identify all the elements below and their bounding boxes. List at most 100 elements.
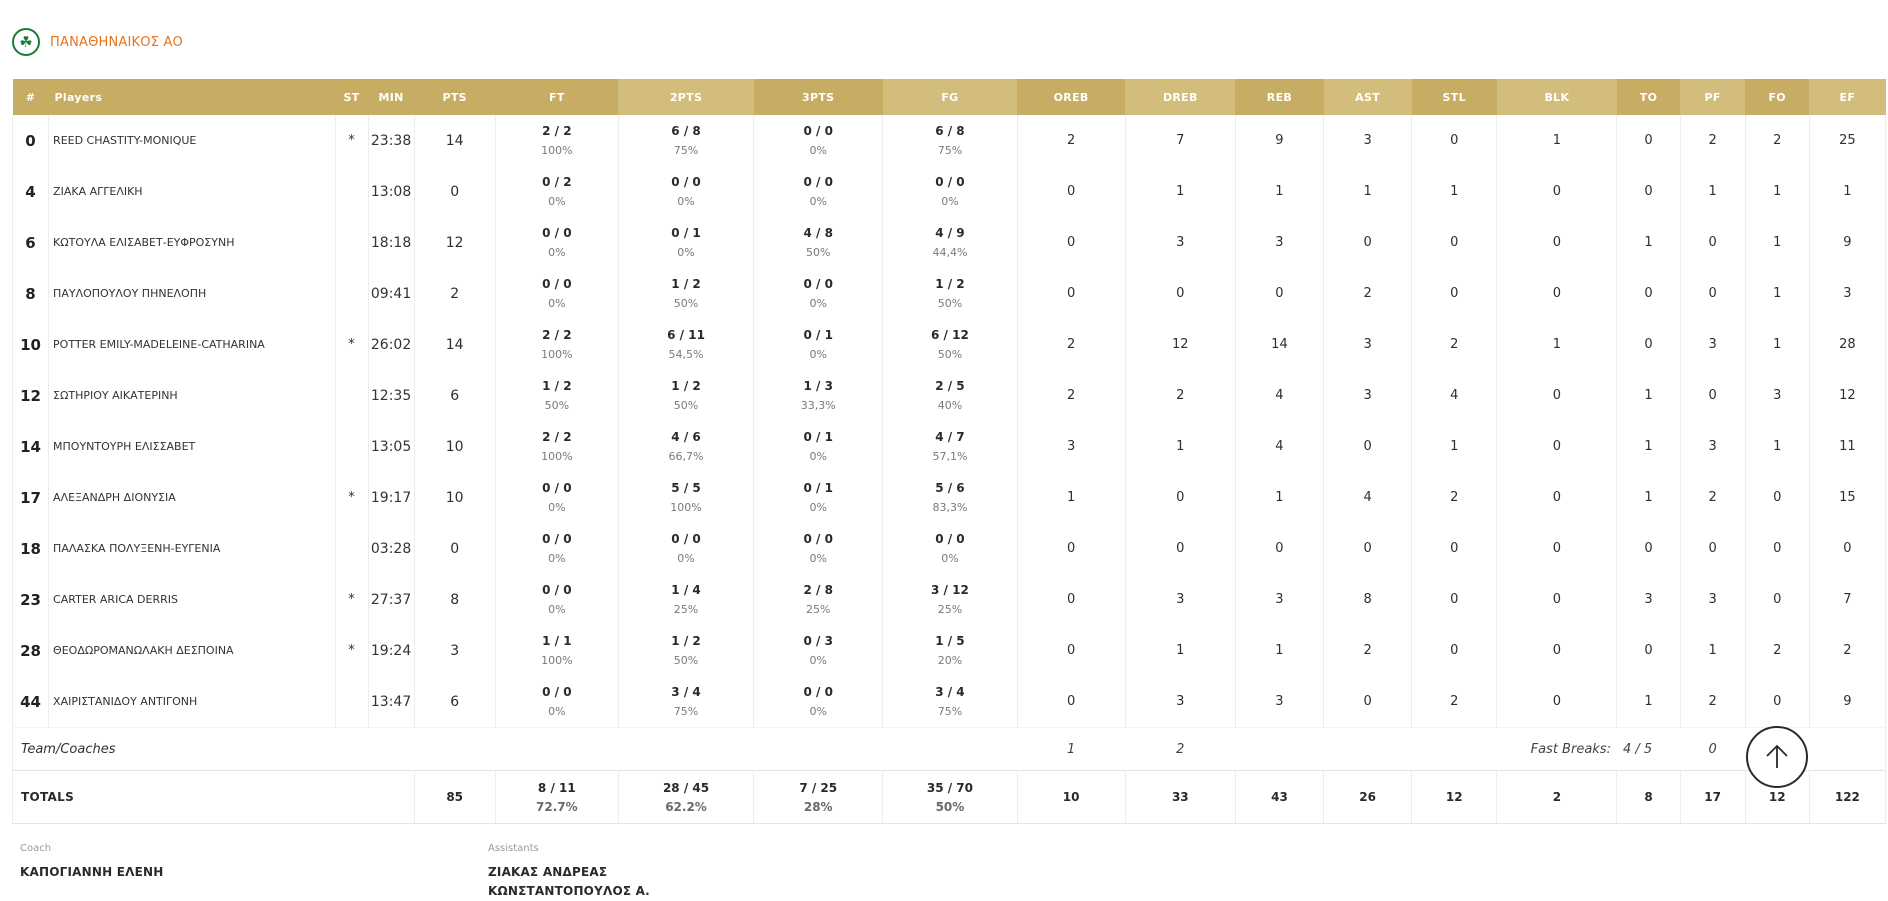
- fg-percentage: 0%: [941, 552, 959, 565]
- player-3pts: 0 / 1 0%: [753, 421, 883, 472]
- player-ast: 1: [1323, 166, 1412, 217]
- player-name-link[interactable]: CARTER ARICA DERRIS: [48, 574, 335, 625]
- fg-percentage: 57,1%: [932, 450, 968, 463]
- 3pts-percentage: 0%: [809, 705, 827, 718]
- player-to: 1: [1616, 217, 1681, 268]
- player-3pts: 0 / 3 0%: [753, 625, 883, 676]
- player-name-link[interactable]: ΘΕΟΔΩΡΟΜΑΝΩΛΑΚΗ ΔΕΣΠΟΙΝΑ: [48, 625, 335, 676]
- 2pts-percentage: 0%: [677, 246, 695, 259]
- player-2pts: 1 / 4 25%: [617, 574, 754, 625]
- starter-marker: [334, 421, 369, 472]
- ft-percentage: 0%: [548, 297, 566, 310]
- player-blk: 0: [1496, 625, 1617, 676]
- totals-stl: 12: [1411, 770, 1497, 824]
- player-stl: 0: [1411, 217, 1497, 268]
- player-ast: 3: [1323, 319, 1412, 370]
- player-pf: 2: [1679, 115, 1746, 166]
- col-header-pf: PF: [1680, 79, 1746, 115]
- player-name-link[interactable]: ΜΠΟΥΝΤΟΥΡΗ ΕΛΙΣΣΑΒΕΤ: [48, 421, 335, 472]
- player-blk: 0: [1496, 268, 1617, 319]
- player-name-link[interactable]: ΧΑΙΡΙΣΤΑΝΙΔΟΥ ΑΝΤΙΓΟΝΗ: [48, 676, 335, 728]
- fg-made-attempted: 2 / 5: [935, 379, 965, 393]
- player-2pts: 0 / 0 0%: [617, 166, 754, 217]
- 3pts-percentage: 0%: [809, 552, 827, 565]
- player-dreb: 0: [1124, 523, 1236, 574]
- player-fg: 1 / 5 20%: [882, 625, 1018, 676]
- player-number: 6: [11, 217, 49, 268]
- player-ef: 7: [1808, 574, 1887, 625]
- player-fg: 2 / 5 40%: [882, 370, 1018, 421]
- 2pts-percentage: 54,5%: [668, 348, 704, 361]
- player-3pts: 0 / 0 0%: [753, 268, 883, 319]
- player-name-link[interactable]: ΑΛΕΞΑΝΔΡΗ ΔΙΟΝΥΣΙΑ: [48, 472, 335, 523]
- starter-marker: [334, 268, 369, 319]
- player-name-link[interactable]: ΠΑΛΑΣΚΑ ΠΟΛΥΞΕΝΗ-ΕΥΓΕΝΙΑ: [48, 523, 335, 574]
- player-dreb: 3: [1124, 574, 1236, 625]
- player-number: 12: [11, 370, 49, 421]
- player-3pts: 0 / 0 0%: [753, 523, 883, 574]
- player-ast: 0: [1323, 217, 1412, 268]
- player-ef: 12: [1808, 370, 1887, 421]
- totals-2pts: 28 / 45 62.2%: [617, 770, 754, 824]
- 2pts-made-attempted: 1 / 4: [671, 583, 701, 597]
- scroll-to-top-button[interactable]: [1746, 726, 1808, 788]
- player-points: 6: [413, 370, 496, 421]
- player-fg: 4 / 7 57,1%: [882, 421, 1018, 472]
- player-name-link[interactable]: ΣΩΤΗΡΙΟΥ ΑΙΚΑΤΕΡΙΝΗ: [48, 370, 335, 421]
- 2pts-made-attempted: 1 / 2: [671, 277, 701, 291]
- player-to: 1: [1616, 370, 1681, 421]
- col-header-ft: FT: [495, 79, 619, 115]
- team-name[interactable]: ΠΑΝΑΘΗΝΑΙΚΟΣ ΑΟ: [50, 34, 183, 50]
- 3pts-percentage: 0%: [809, 501, 827, 514]
- player-ef: 15: [1808, 472, 1887, 523]
- fg-made-attempted: 3 / 4: [935, 685, 965, 699]
- player-oreb: 2: [1016, 115, 1126, 166]
- player-stl: 1: [1411, 166, 1497, 217]
- totals-blk: 2: [1496, 770, 1617, 824]
- starter-marker: *: [334, 574, 369, 625]
- fg-made-attempted: 4 / 9: [935, 226, 965, 240]
- col-header-fo: FO: [1745, 79, 1810, 115]
- fg-made-attempted: 1 / 5: [935, 634, 965, 648]
- player-2pts: 6 / 8 75%: [617, 115, 754, 166]
- player-reb: 4: [1234, 421, 1324, 472]
- ft-made-attempted: 0 / 2: [542, 175, 572, 189]
- player-reb: 1: [1234, 625, 1324, 676]
- player-reb: 0: [1234, 523, 1324, 574]
- player-name-link[interactable]: REED CHASTITY-MONIQUE: [48, 115, 335, 166]
- player-reb: 3: [1234, 676, 1324, 728]
- col-header-2pts: 2PTS: [618, 79, 754, 115]
- player-blk: 0: [1496, 676, 1617, 728]
- 2pts-percentage: 0%: [677, 552, 695, 565]
- player-number: 4: [11, 166, 49, 217]
- ft-percentage: 100%: [541, 144, 573, 157]
- player-3pts: 0 / 0 0%: [753, 166, 883, 217]
- player-blk: 0: [1496, 574, 1617, 625]
- player-minutes: 27:37: [367, 574, 415, 625]
- player-name-link[interactable]: ΚΩΤΟΥΛΑ ΕΛΙΣΑΒΕΤ-ΕΥΦΡΟΣΥΝΗ: [48, 217, 335, 268]
- player-name-link[interactable]: ΠΑΥΛΟΠΟΥΛΟΥ ΠΗΝΕΛΟΠΗ: [48, 268, 335, 319]
- player-ef: 0: [1808, 523, 1887, 574]
- 2pts-percentage: 50%: [673, 654, 699, 667]
- starter-marker: [334, 676, 369, 728]
- col-header-ef: EF: [1809, 79, 1886, 115]
- player-ft: 1 / 1 100%: [494, 625, 619, 676]
- 2pts-made-attempted: 6 / 8: [671, 124, 701, 138]
- player-ef: 9: [1808, 676, 1887, 728]
- player-3pts: 0 / 0 0%: [753, 676, 883, 728]
- player-2pts: 3 / 4 75%: [617, 676, 754, 728]
- player-ef: 2: [1808, 625, 1887, 676]
- 3pts-percentage: 0%: [809, 450, 827, 463]
- col-header-ast: AST: [1323, 79, 1412, 115]
- 2pts-percentage: 100%: [670, 501, 702, 514]
- fg-made-attempted: 5 / 6: [935, 481, 965, 495]
- fg-percentage: 20%: [937, 654, 963, 667]
- player-3pts: 1 / 3 33,3%: [753, 370, 883, 421]
- shamrock-icon: ☘: [12, 28, 40, 56]
- player-fo: 0: [1744, 574, 1810, 625]
- team-row-spacer: [1809, 727, 1887, 771]
- player-ast: 8: [1323, 574, 1412, 625]
- player-name-link[interactable]: ΖΙΑΚΑ ΑΓΓΕΛΙΚΗ: [48, 166, 335, 217]
- player-name-link[interactable]: POTTER EMILY-MADELEINE-CATHARINA: [48, 319, 335, 370]
- 2pts-made-attempted: 0 / 0: [671, 532, 701, 546]
